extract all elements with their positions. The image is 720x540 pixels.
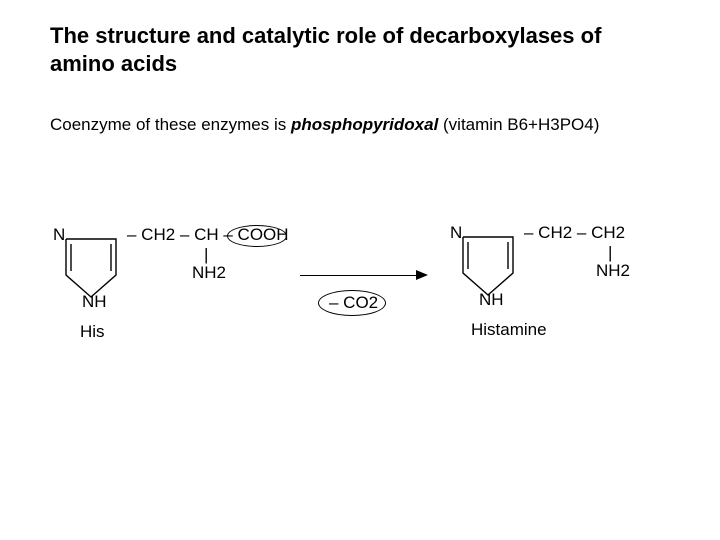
subtitle-emph: phosphopyridoxal xyxy=(291,115,438,134)
left-mol-name: His xyxy=(80,322,105,342)
right-mol-name: Histamine xyxy=(471,320,547,340)
left-nh2-label: NH2 xyxy=(192,263,226,283)
right-nh-label: NH xyxy=(479,290,504,310)
subtitle: Coenzyme of these enzymes is phosphopyri… xyxy=(50,115,599,135)
cooh-oval-icon xyxy=(227,225,287,247)
left-bond-bar: | xyxy=(204,245,208,265)
page-title: The structure and catalytic role of deca… xyxy=(50,22,650,77)
reaction-arrow-line xyxy=(300,275,418,276)
subtitle-post: (vitamin B6+H3PO4) xyxy=(438,115,599,134)
subtitle-pre: Coenzyme of these enzymes is xyxy=(50,115,291,134)
reaction-arrow-head-icon xyxy=(416,270,428,280)
reaction-diagram: N NH – CH2 – CH – COOH | NH2 His – CO2 N… xyxy=(0,175,720,475)
byproduct-label: – CO2 xyxy=(329,293,378,313)
right-bond-bar: | xyxy=(608,243,612,263)
right-nh2-label: NH2 xyxy=(596,261,630,281)
left-nh-label: NH xyxy=(82,292,107,312)
right-chain-label: – CH2 – CH2 xyxy=(524,223,625,243)
